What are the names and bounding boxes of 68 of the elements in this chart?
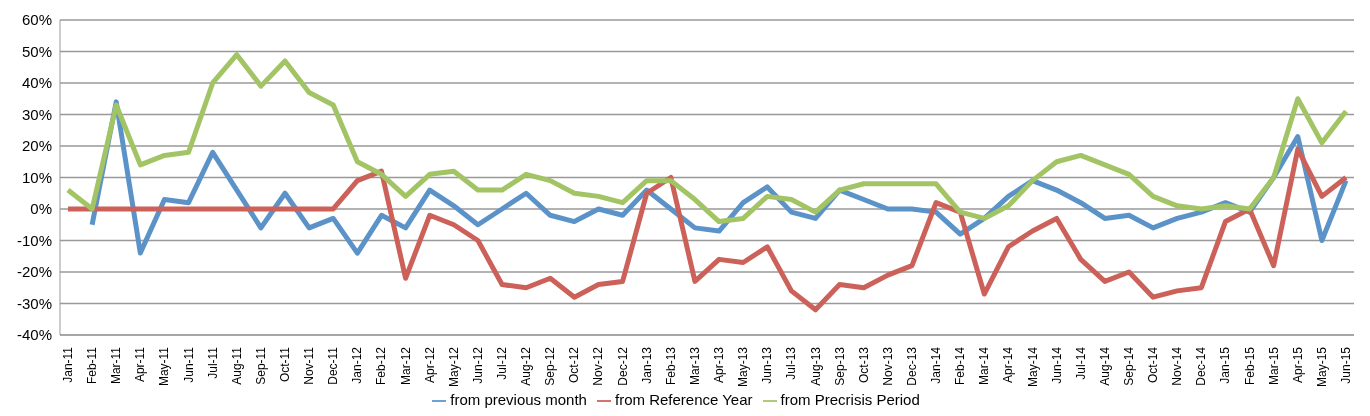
x-tick-label: Mar-12 [398, 346, 413, 385]
x-tick-label: Mar-11 [109, 346, 124, 385]
x-tick-label: Sep-12 [543, 346, 558, 386]
x-tick-label: Jun-14 [1049, 346, 1064, 384]
y-tick-label: -30% [16, 294, 52, 312]
x-tick-label: Feb-15 [1242, 346, 1257, 385]
x-tick-label: Jun-13 [760, 346, 775, 384]
x-tick-label: Sep-11 [253, 346, 268, 385]
x-tick-label: Apr-13 [712, 346, 727, 383]
x-tick-label: Feb-11 [85, 346, 100, 385]
x-tick-label: Nov-14 [1170, 346, 1185, 386]
x-tick-label: Nov-13 [880, 346, 895, 386]
x-tick-label: May-12 [446, 346, 461, 387]
x-tick-label: Aug-14 [1097, 346, 1112, 386]
x-tick-label: Aug-13 [808, 346, 823, 386]
x-tick-label: Oct-14 [1146, 346, 1161, 383]
x-tick-label: Jan-11 [61, 346, 75, 383]
x-tick-label: Mar-14 [977, 346, 992, 385]
y-tick-label: 60% [21, 11, 52, 29]
y-tick-label: -40% [16, 326, 52, 344]
x-tick-label: May-15 [1314, 346, 1329, 387]
x-tick-label: May-14 [1025, 346, 1040, 387]
x-tick-label: Sep-13 [832, 346, 847, 386]
x-tick-label: Jun-12 [470, 346, 485, 384]
x-tick-label: Jan-14 [929, 346, 944, 384]
x-tick-label: Apr-11 [133, 346, 148, 383]
x-tick-label: Oct-11 [278, 346, 293, 383]
x-tick-label: Dec-11 [326, 346, 341, 385]
x-tick-label: Jul-12 [495, 346, 510, 380]
x-tick-label: Aug-12 [519, 346, 534, 386]
x-tick-label: Nov-11 [302, 346, 317, 385]
x-tick-label: Oct-13 [856, 346, 871, 383]
y-tick-label: -10% [16, 231, 52, 249]
y-tick-label: 30% [21, 105, 52, 123]
x-tick-label: May-13 [736, 346, 751, 387]
x-tick-label: Apr-15 [1290, 346, 1305, 383]
x-tick-label: Jul-11 [205, 346, 220, 379]
x-tick-label: Mar-15 [1266, 346, 1281, 385]
y-tick-label: 40% [21, 74, 52, 92]
x-tick-label: Dec-13 [904, 346, 919, 386]
legend-label: from Reference Year [614, 390, 753, 408]
y-tick-label: 20% [21, 137, 52, 155]
y-tick-label: 10% [21, 168, 52, 186]
x-tick-label: Jan-15 [1218, 346, 1233, 384]
x-tick-label: Jan-12 [350, 346, 365, 384]
x-tick-label: Jul-13 [784, 346, 799, 380]
y-tick-label: 0% [30, 200, 52, 218]
x-tick-label: Sep-14 [1121, 346, 1136, 386]
x-tick-label: Jan-13 [639, 346, 654, 384]
x-tick-label: Aug-11 [229, 346, 244, 385]
x-tick-label: Oct-12 [567, 346, 582, 383]
x-tick-label: Apr-14 [1001, 346, 1016, 383]
x-tick-label: Apr-12 [422, 346, 437, 383]
x-tick-label: Jun-15 [1339, 346, 1353, 384]
x-tick-label: Jul-14 [1073, 346, 1088, 380]
x-tick-label: Feb-13 [663, 346, 678, 385]
legend-label: from Precrisis Period [780, 390, 920, 408]
y-tick-label: -20% [16, 263, 52, 281]
x-tick-label: Nov-12 [591, 346, 606, 386]
x-tick-label: Jun-11 [181, 346, 196, 383]
y-tick-label: 50% [21, 42, 52, 60]
x-tick-label: Dec-14 [1194, 346, 1209, 386]
x-tick-label: May-11 [157, 346, 172, 387]
x-tick-label: Feb-12 [374, 346, 389, 385]
x-tick-label: Feb-14 [953, 346, 968, 385]
x-tick-label: Mar-13 [687, 346, 702, 385]
legend-label: from previous month [450, 390, 587, 408]
x-tick-label: Dec-12 [615, 346, 630, 386]
